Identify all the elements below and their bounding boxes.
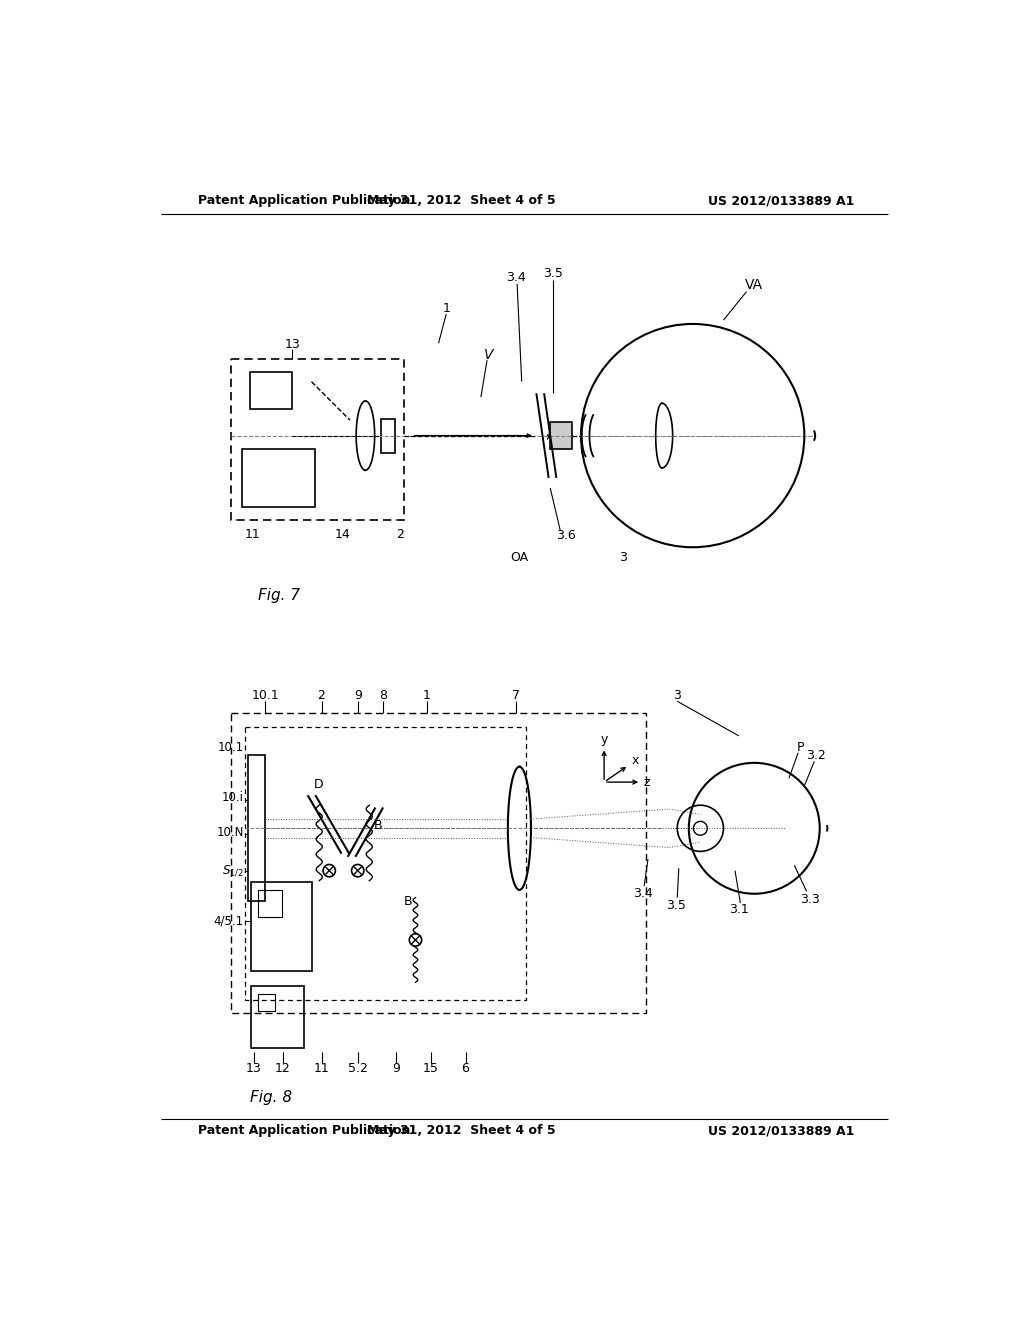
Text: 3.6: 3.6 (556, 529, 575, 543)
Bar (250, 372, 292, 409)
Text: 7: 7 (512, 689, 519, 702)
Text: 3: 3 (674, 689, 681, 702)
Text: Fig. 7: Fig. 7 (258, 589, 300, 603)
Text: P: P (797, 741, 804, 754)
Text: 11: 11 (245, 528, 260, 541)
Text: 10.i: 10.i (222, 791, 244, 804)
Text: 4/5.1: 4/5.1 (214, 915, 244, 927)
Bar (258, 994, 274, 1011)
Text: 9: 9 (392, 1063, 400, 1074)
Text: B: B (374, 820, 383, 833)
Text: May 31, 2012  Sheet 4 of 5: May 31, 2012 Sheet 4 of 5 (368, 1125, 556, 1138)
Text: 3.5: 3.5 (543, 268, 562, 280)
Text: 3.4: 3.4 (506, 271, 525, 284)
Text: 3.3: 3.3 (800, 892, 819, 906)
Text: V: V (484, 347, 494, 362)
Text: 10.1: 10.1 (218, 741, 244, 754)
Text: 14: 14 (335, 528, 350, 541)
Text: 11: 11 (313, 1063, 330, 1074)
Text: 10.N: 10.N (216, 825, 244, 838)
Circle shape (410, 933, 422, 946)
Bar (243, 449, 315, 507)
Bar (230, 713, 646, 1014)
Text: D: D (313, 777, 324, 791)
Text: 1: 1 (442, 302, 451, 315)
Text: 2: 2 (317, 689, 326, 702)
Bar (550, 422, 571, 449)
Circle shape (351, 865, 364, 876)
Text: 12: 12 (275, 1063, 291, 1074)
Circle shape (323, 865, 336, 876)
Text: 8: 8 (379, 689, 387, 702)
Text: US 2012/0133889 A1: US 2012/0133889 A1 (708, 194, 854, 207)
Bar (252, 986, 304, 1048)
Text: VA: VA (745, 279, 763, 293)
Bar (245, 726, 525, 1001)
Text: 3.4: 3.4 (633, 887, 652, 900)
Text: 1: 1 (423, 689, 431, 702)
Text: 9: 9 (353, 689, 361, 702)
Text: 15: 15 (423, 1063, 439, 1074)
Text: OA: OA (510, 550, 528, 564)
Bar (252, 882, 311, 970)
Text: 10.1: 10.1 (252, 689, 280, 702)
Text: 6: 6 (462, 1063, 469, 1074)
Text: Fig. 8: Fig. 8 (250, 1090, 292, 1105)
Text: Patent Application Publication: Patent Application Publication (199, 194, 411, 207)
Text: 13: 13 (246, 1063, 262, 1074)
Text: May 31, 2012  Sheet 4 of 5: May 31, 2012 Sheet 4 of 5 (368, 194, 556, 207)
Text: 2: 2 (396, 528, 404, 541)
Bar (381, 418, 394, 453)
Text: x: x (631, 754, 639, 767)
Text: y: y (600, 733, 608, 746)
Text: US 2012/0133889 A1: US 2012/0133889 A1 (708, 1125, 854, 1138)
Bar (230, 359, 403, 520)
Text: B: B (403, 895, 412, 908)
Text: z: z (644, 776, 650, 788)
Text: Patent Application Publication: Patent Application Publication (199, 1125, 411, 1138)
Text: 13: 13 (285, 338, 300, 351)
Bar (248, 755, 264, 902)
Text: 3.1: 3.1 (729, 903, 749, 916)
Text: 3.5: 3.5 (666, 899, 686, 912)
Bar (258, 890, 283, 917)
Text: 3.2: 3.2 (806, 748, 825, 762)
Text: 5.2: 5.2 (348, 1063, 368, 1074)
Text: $S_{1/2}$: $S_{1/2}$ (222, 863, 244, 878)
Text: 3: 3 (620, 550, 628, 564)
